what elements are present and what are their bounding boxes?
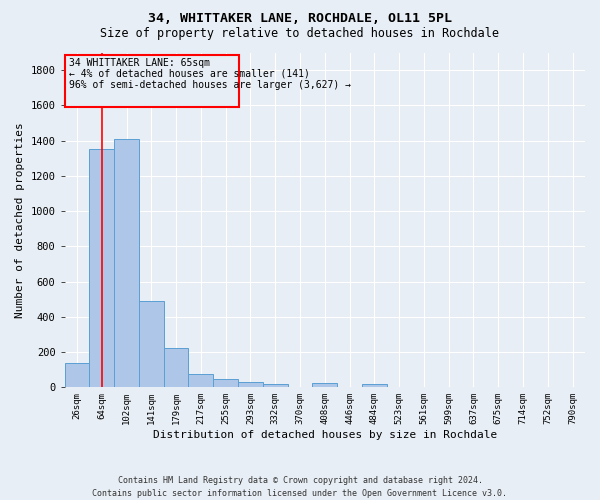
Text: ← 4% of detached houses are smaller (141): ← 4% of detached houses are smaller (141… xyxy=(69,68,310,78)
FancyBboxPatch shape xyxy=(65,55,239,107)
X-axis label: Distribution of detached houses by size in Rochdale: Distribution of detached houses by size … xyxy=(152,430,497,440)
Text: Contains HM Land Registry data © Crown copyright and database right 2024.
Contai: Contains HM Land Registry data © Crown c… xyxy=(92,476,508,498)
Bar xyxy=(362,384,387,388)
Bar xyxy=(313,384,337,388)
Bar xyxy=(188,374,213,388)
Bar xyxy=(114,139,139,388)
Bar xyxy=(164,348,188,388)
Bar xyxy=(213,379,238,388)
Text: Size of property relative to detached houses in Rochdale: Size of property relative to detached ho… xyxy=(101,28,499,40)
Text: 34 WHITTAKER LANE: 65sqm: 34 WHITTAKER LANE: 65sqm xyxy=(69,58,210,68)
Bar xyxy=(65,362,89,388)
Text: 34, WHITTAKER LANE, ROCHDALE, OL11 5PL: 34, WHITTAKER LANE, ROCHDALE, OL11 5PL xyxy=(148,12,452,26)
Y-axis label: Number of detached properties: Number of detached properties xyxy=(15,122,25,318)
Text: 96% of semi-detached houses are larger (3,627) →: 96% of semi-detached houses are larger (… xyxy=(69,80,351,90)
Bar xyxy=(139,301,164,388)
Bar xyxy=(89,148,114,388)
Bar xyxy=(263,384,287,388)
Bar xyxy=(238,382,263,388)
